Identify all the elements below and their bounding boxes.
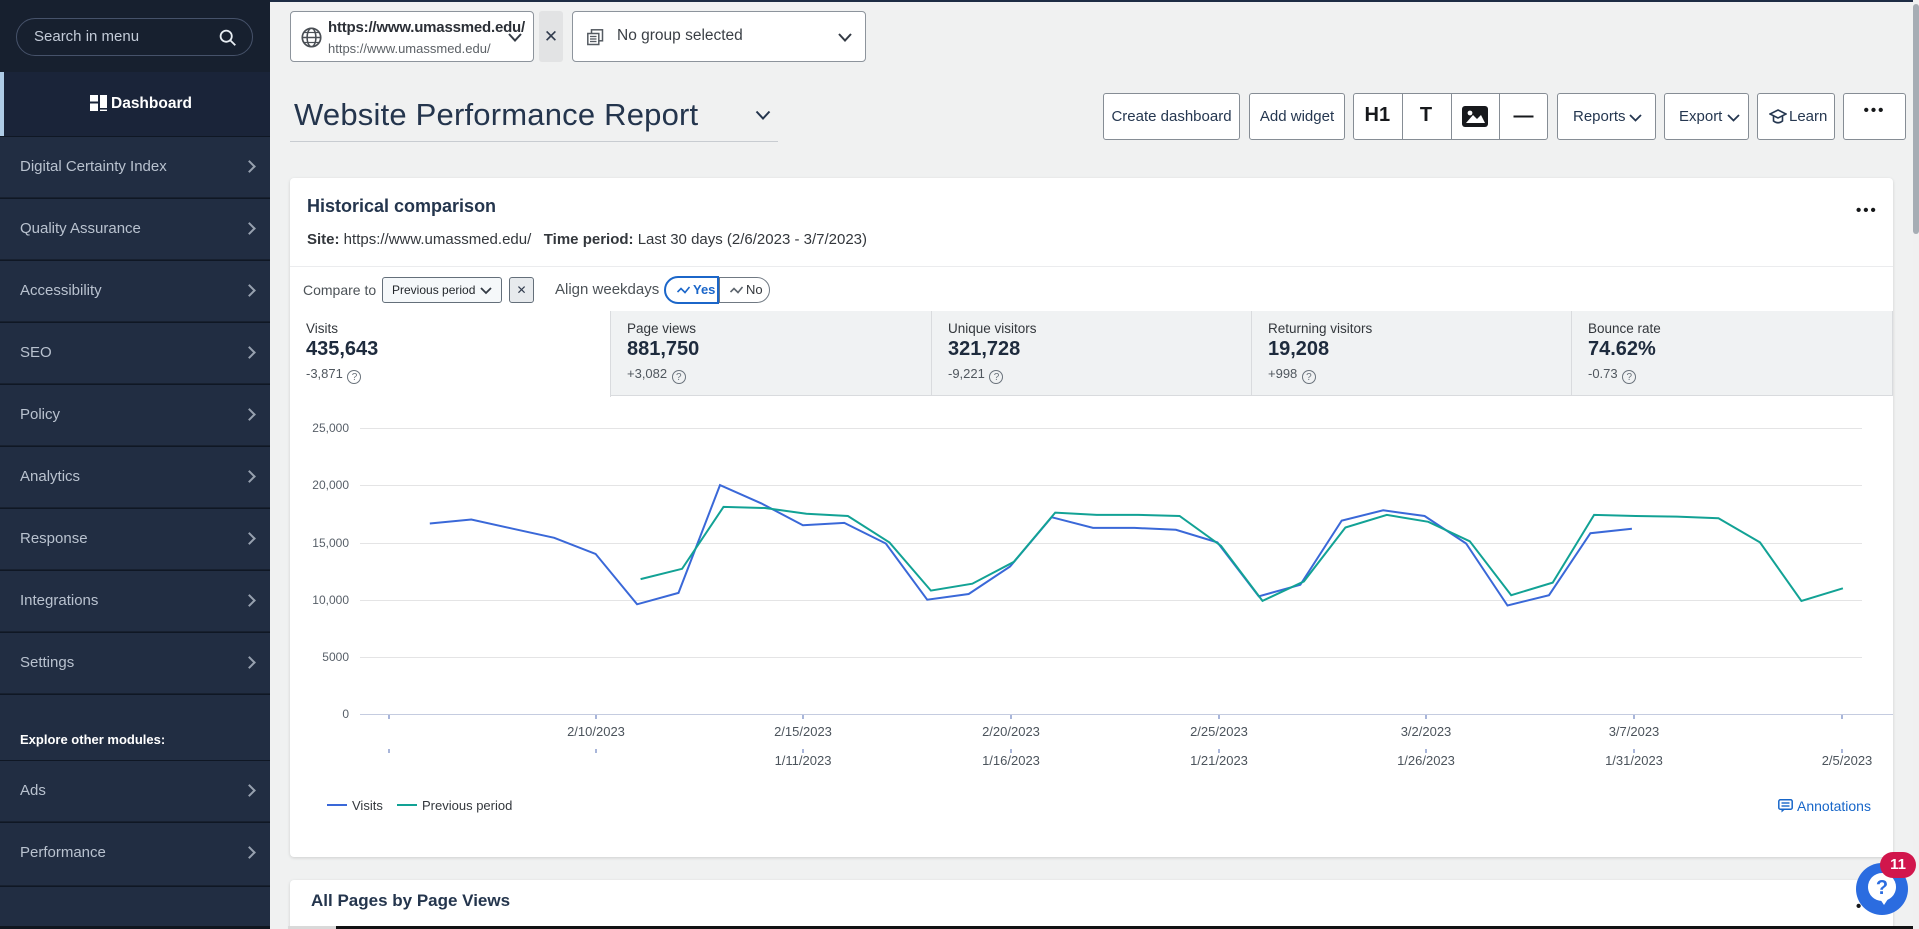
svg-text:?: ? — [1876, 877, 1888, 899]
